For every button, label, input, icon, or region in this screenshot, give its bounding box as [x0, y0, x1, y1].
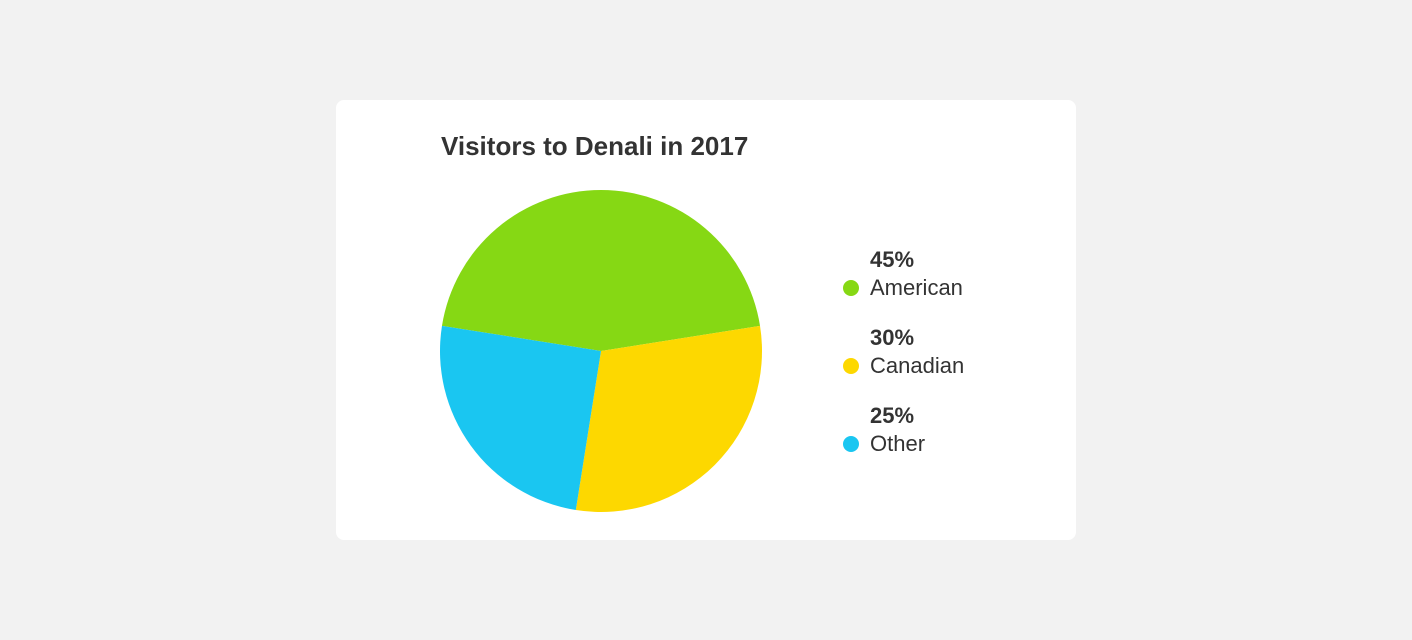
legend-item-other: 25% Other [840, 400, 1040, 456]
legend-item-canadian: 30% Canadian [840, 322, 1040, 378]
chart-card: Visitors to Denali in 2017 45% American … [336, 100, 1076, 540]
legend-value-canadian: 30% [870, 325, 915, 350]
legend-swatch-canadian [843, 358, 859, 374]
legend-item-american: 45% American [840, 244, 1040, 300]
legend-label-canadian: Canadian [870, 353, 965, 378]
legend-value-american: 45% [870, 247, 915, 272]
pie-slice-canadian [575, 325, 762, 512]
pie-slice-other [439, 325, 601, 511]
pie-slice-american [441, 189, 761, 351]
legend-label-other: Other [870, 431, 926, 456]
pie-chart [439, 189, 762, 512]
legend-label-american: American [870, 275, 963, 300]
legend-value-other: 25% [870, 403, 915, 428]
legend-swatch-american [843, 280, 859, 296]
legend-swatch-other [843, 436, 859, 452]
legend: 45% American 30% Canadian 25% Other [840, 244, 1040, 478]
chart-title: Visitors to Denali in 2017 [441, 131, 749, 161]
